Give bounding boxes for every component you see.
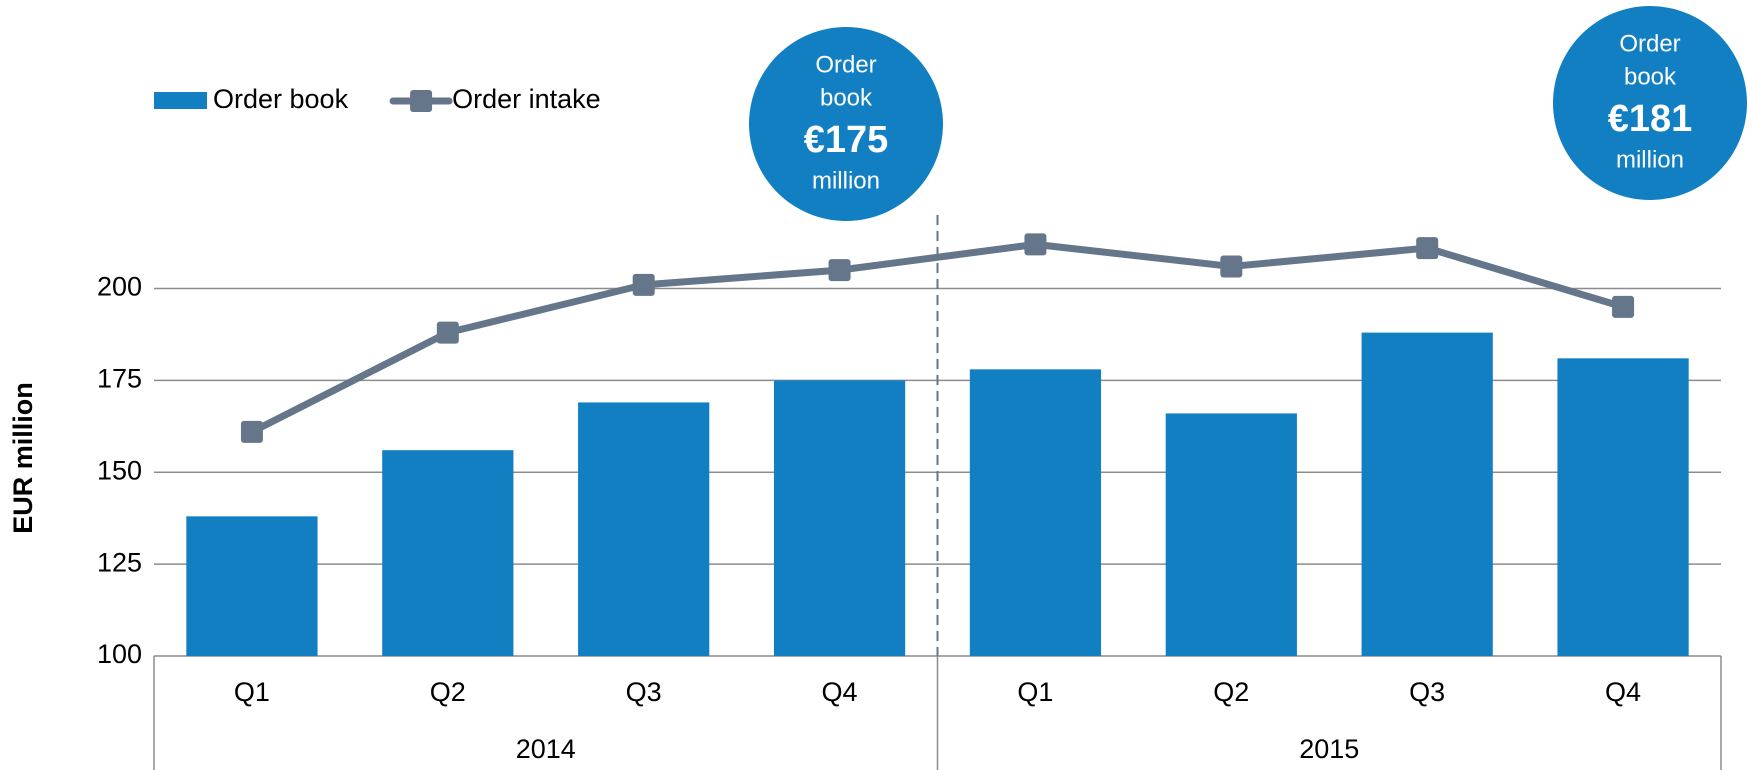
bar <box>578 402 710 656</box>
y-tick-label: 200 <box>97 272 142 302</box>
bar <box>1557 358 1689 656</box>
marker <box>1612 295 1635 318</box>
y-tick-label: 150 <box>97 455 142 485</box>
marker <box>1220 255 1243 278</box>
annotation-bubble <box>749 27 943 221</box>
annotation-text: €175 <box>804 119 889 161</box>
bar <box>186 516 318 656</box>
x-tick-label: Q3 <box>626 677 662 707</box>
y-axis-title: EUR million <box>8 382 38 534</box>
group-label: 2015 <box>1299 734 1359 764</box>
y-tick-label: 100 <box>97 639 142 669</box>
y-tick-label: 175 <box>97 364 142 394</box>
annotation-text: million <box>1616 146 1684 173</box>
marker <box>240 420 263 443</box>
annotation-text: book <box>820 84 873 111</box>
annotation-text: €181 <box>1608 98 1693 140</box>
x-tick-label: Q2 <box>430 677 466 707</box>
annotation-text: Order <box>1619 30 1680 57</box>
y-tick-label: 125 <box>97 547 142 577</box>
x-tick-label: Q4 <box>822 677 858 707</box>
marker <box>632 273 655 296</box>
x-tick-label: Q1 <box>1017 677 1053 707</box>
marker <box>436 321 459 344</box>
x-tick-label: Q4 <box>1605 677 1641 707</box>
bar <box>773 380 906 656</box>
bar <box>1165 413 1297 656</box>
marker <box>828 259 851 282</box>
x-tick-label: Q2 <box>1213 677 1249 707</box>
group-label: 2014 <box>516 734 576 764</box>
annotation-text: book <box>1624 63 1677 90</box>
x-tick-label: Q3 <box>1409 677 1445 707</box>
marker <box>1416 237 1439 260</box>
bar <box>1361 332 1493 656</box>
annotation-bubble <box>1553 6 1747 200</box>
legend-label: Order intake <box>452 84 601 114</box>
annotation-text: Order <box>815 51 876 78</box>
legend-label: Order book <box>213 84 349 114</box>
legend-swatch <box>154 92 207 109</box>
legend-marker <box>410 90 433 112</box>
line <box>250 240 1625 435</box>
annotation-text: million <box>812 167 880 194</box>
bar <box>382 450 514 656</box>
marker <box>1024 233 1047 256</box>
x-tick-label: Q1 <box>234 677 270 707</box>
bar <box>969 369 1102 656</box>
